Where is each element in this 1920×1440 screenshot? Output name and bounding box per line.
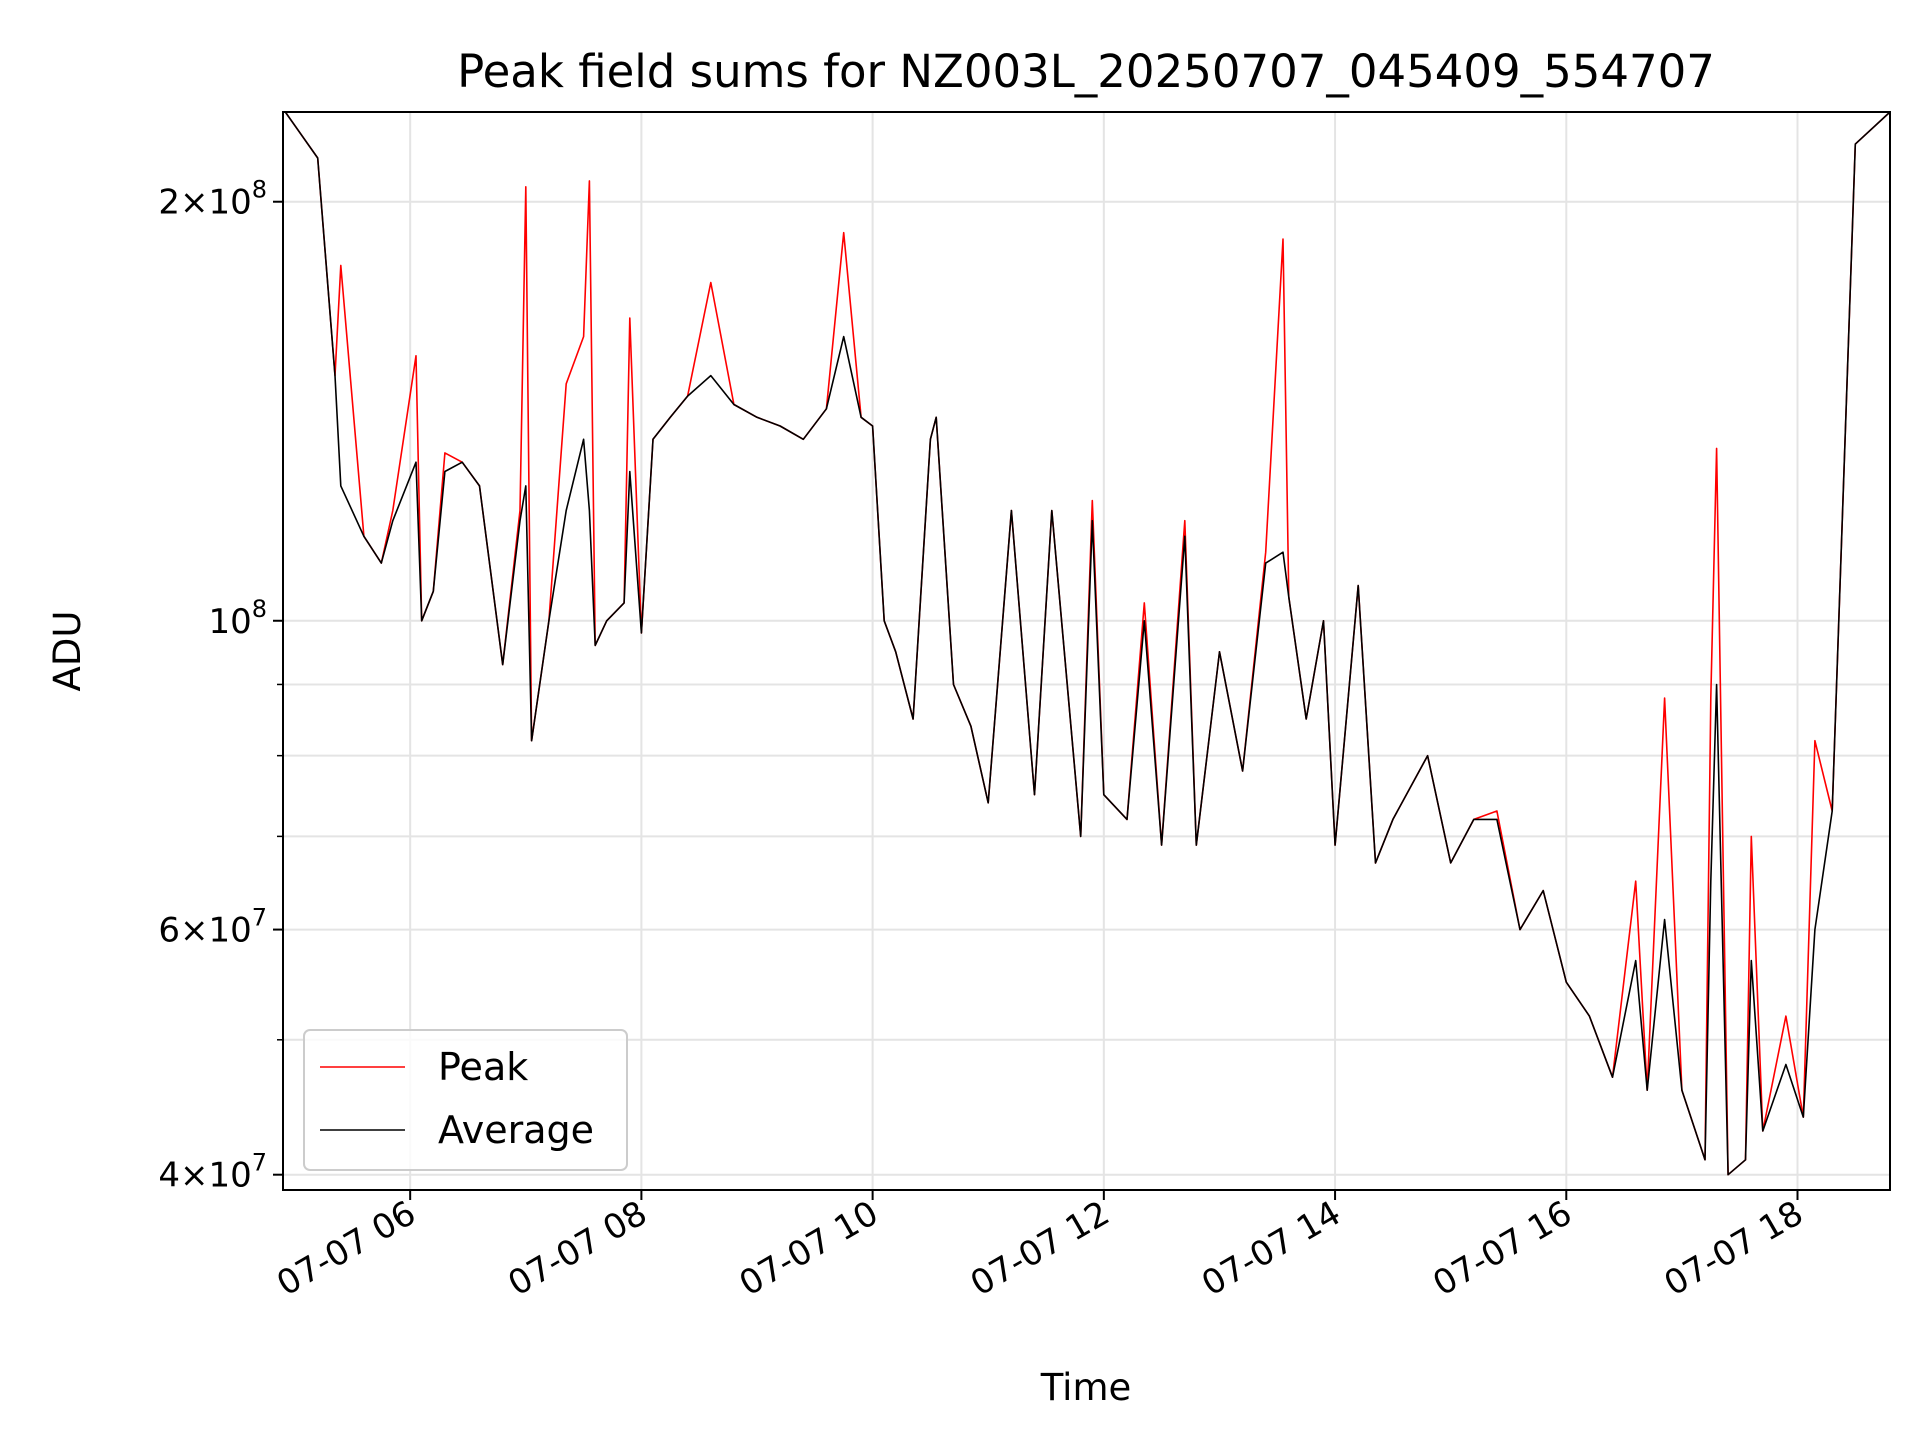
y-tick-label: 2×108 xyxy=(158,176,267,223)
y-axis-label: ADU xyxy=(46,611,89,692)
average-series-line xyxy=(284,111,1891,1176)
legend: Peak Average xyxy=(303,1029,628,1171)
legend-peak-label: Peak xyxy=(438,1045,528,1089)
x-axis-label: Time xyxy=(1040,1366,1132,1409)
plot-frame xyxy=(282,111,1891,1191)
y-tick-label: 6×107 xyxy=(158,904,267,951)
chart-title: Peak field sums for NZ003L_20250707_0454… xyxy=(457,45,1715,98)
y-tick-label: 4×107 xyxy=(158,1149,267,1196)
legend-box xyxy=(303,1029,628,1171)
legend-average-label: Average xyxy=(438,1108,594,1152)
series-lines xyxy=(284,111,1891,1176)
y-tick-label: 108 xyxy=(208,595,267,642)
